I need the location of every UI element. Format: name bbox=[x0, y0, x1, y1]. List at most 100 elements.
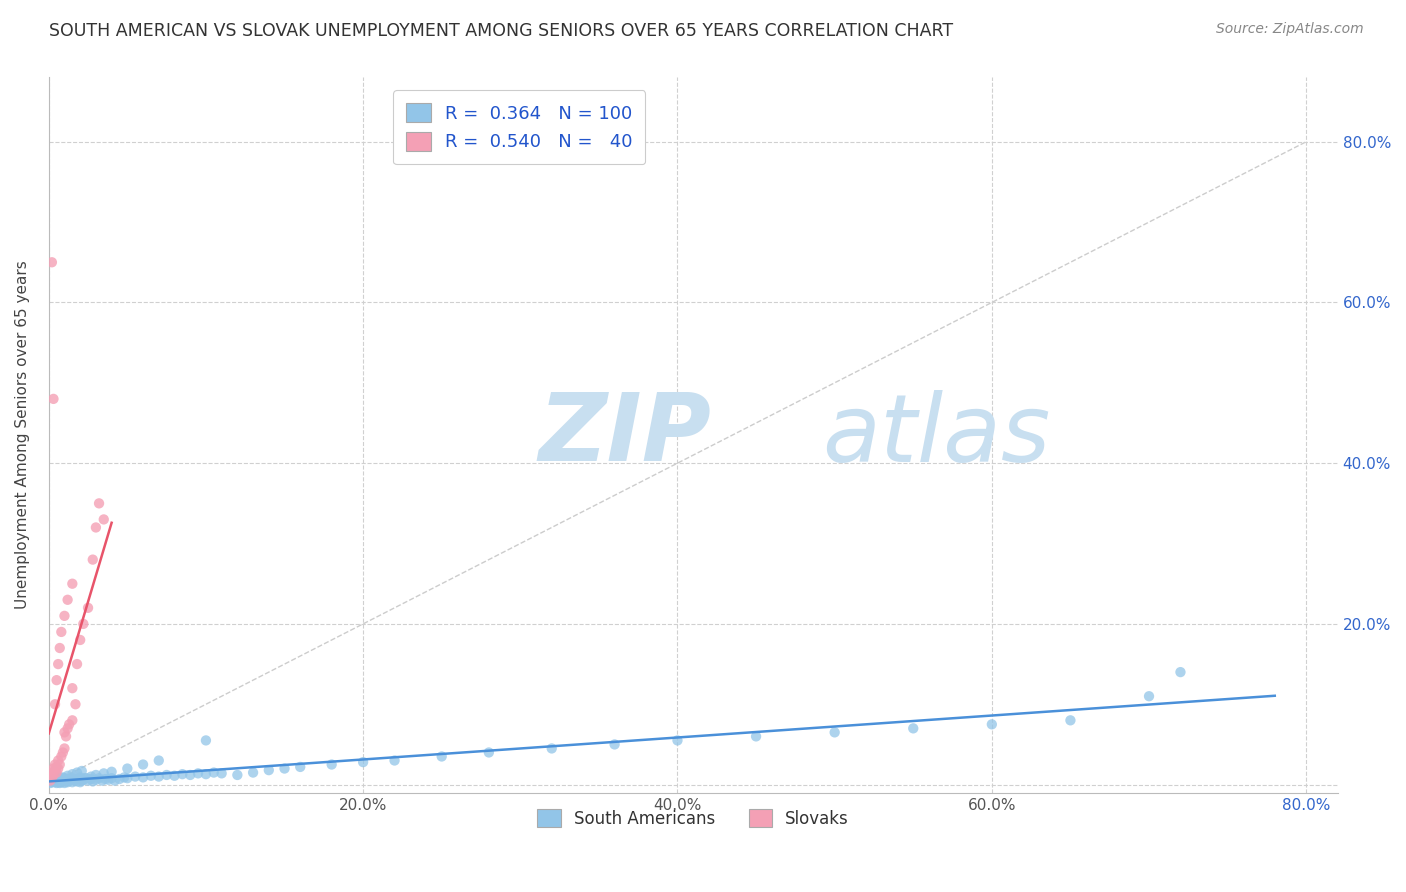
Point bbox=[1137, 690, 1160, 704]
Point bbox=[69, 775, 91, 789]
Point bbox=[66, 765, 89, 780]
Point bbox=[48, 776, 70, 790]
Point bbox=[41, 255, 63, 269]
Point bbox=[70, 773, 93, 788]
Point bbox=[60, 775, 83, 789]
Point bbox=[41, 765, 63, 780]
Point bbox=[112, 771, 135, 785]
Point bbox=[321, 757, 343, 772]
Point bbox=[48, 640, 70, 655]
Point bbox=[745, 730, 768, 744]
Point bbox=[42, 768, 65, 782]
Point bbox=[56, 775, 79, 789]
Point bbox=[156, 768, 179, 782]
Point bbox=[55, 774, 77, 789]
Point bbox=[44, 698, 66, 712]
Point bbox=[53, 741, 76, 756]
Legend: South Americans, Slovaks: South Americans, Slovaks bbox=[530, 803, 856, 834]
Text: atlas: atlas bbox=[823, 390, 1050, 481]
Point bbox=[63, 773, 86, 788]
Point bbox=[97, 772, 120, 787]
Point bbox=[87, 496, 110, 510]
Point bbox=[53, 773, 76, 788]
Point bbox=[257, 763, 280, 777]
Point bbox=[202, 765, 225, 780]
Point bbox=[59, 772, 82, 786]
Point bbox=[55, 772, 77, 786]
Point bbox=[69, 632, 91, 647]
Point bbox=[51, 749, 73, 764]
Point bbox=[77, 600, 100, 615]
Point bbox=[45, 760, 67, 774]
Point bbox=[45, 774, 67, 789]
Point bbox=[65, 698, 87, 712]
Point bbox=[84, 768, 107, 782]
Point bbox=[41, 775, 63, 789]
Point bbox=[84, 772, 107, 787]
Point bbox=[384, 754, 406, 768]
Point bbox=[666, 733, 689, 747]
Point bbox=[148, 754, 170, 768]
Point bbox=[39, 776, 62, 790]
Point bbox=[42, 392, 65, 406]
Point bbox=[42, 774, 65, 789]
Point bbox=[66, 774, 89, 789]
Point bbox=[117, 762, 139, 776]
Point bbox=[187, 766, 209, 780]
Point bbox=[56, 592, 79, 607]
Point bbox=[226, 768, 249, 782]
Point bbox=[46, 775, 69, 789]
Point bbox=[60, 714, 83, 728]
Point bbox=[139, 769, 162, 783]
Point bbox=[117, 771, 139, 785]
Point bbox=[53, 725, 76, 739]
Point bbox=[52, 746, 75, 760]
Point bbox=[58, 773, 80, 788]
Point bbox=[60, 576, 83, 591]
Point bbox=[51, 775, 73, 789]
Point bbox=[46, 762, 69, 776]
Point bbox=[80, 772, 103, 786]
Point bbox=[48, 773, 70, 788]
Text: SOUTH AMERICAN VS SLOVAK UNEMPLOYMENT AMONG SENIORS OVER 65 YEARS CORRELATION CH: SOUTH AMERICAN VS SLOVAK UNEMPLOYMENT AM… bbox=[49, 22, 953, 40]
Point bbox=[87, 771, 110, 785]
Point bbox=[58, 717, 80, 731]
Point bbox=[273, 762, 295, 776]
Point bbox=[82, 774, 104, 789]
Point bbox=[980, 717, 1002, 731]
Point bbox=[56, 769, 79, 783]
Point bbox=[60, 771, 83, 785]
Text: ZIP: ZIP bbox=[538, 389, 711, 481]
Point bbox=[108, 772, 131, 786]
Point bbox=[1170, 665, 1192, 679]
Point bbox=[148, 770, 170, 784]
Point bbox=[824, 725, 846, 739]
Point bbox=[46, 754, 69, 768]
Point bbox=[100, 771, 122, 785]
Point bbox=[42, 773, 65, 788]
Point bbox=[478, 746, 501, 760]
Point bbox=[93, 512, 115, 526]
Point bbox=[52, 772, 75, 787]
Point bbox=[48, 771, 70, 785]
Point bbox=[80, 770, 103, 784]
Point bbox=[903, 722, 925, 736]
Point bbox=[76, 771, 98, 785]
Point bbox=[39, 773, 62, 788]
Point bbox=[42, 772, 65, 787]
Point bbox=[179, 768, 201, 782]
Point bbox=[70, 764, 93, 778]
Point bbox=[211, 766, 233, 780]
Point bbox=[352, 755, 374, 769]
Point bbox=[66, 657, 89, 671]
Point bbox=[53, 608, 76, 623]
Point bbox=[52, 774, 75, 789]
Point bbox=[45, 776, 67, 790]
Point bbox=[100, 764, 122, 779]
Y-axis label: Unemployment Among Seniors over 65 years: Unemployment Among Seniors over 65 years bbox=[15, 260, 30, 609]
Point bbox=[1059, 714, 1081, 728]
Point bbox=[194, 767, 217, 781]
Point bbox=[104, 773, 127, 788]
Point bbox=[45, 772, 67, 787]
Point bbox=[194, 733, 217, 747]
